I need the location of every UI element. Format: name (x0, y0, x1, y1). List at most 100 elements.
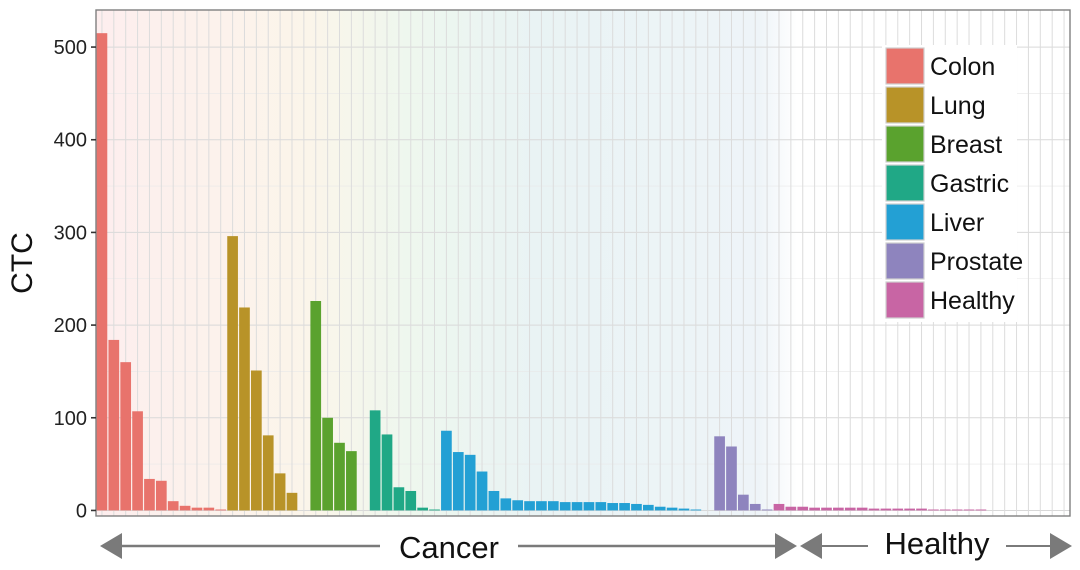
bar-healthy (964, 510, 975, 511)
legend-swatch (886, 126, 924, 162)
bar-liver (619, 503, 630, 510)
bar-healthy (774, 504, 785, 510)
bar-healthy (928, 510, 939, 511)
bar-prostate (726, 446, 737, 510)
y-tick-label: 0 (76, 500, 87, 522)
bar-gastric (382, 434, 393, 510)
bar-colon (204, 508, 215, 511)
bar-healthy (916, 509, 927, 511)
healthy-arrow-right-head (1050, 533, 1072, 559)
cancer-label: Cancer (399, 530, 499, 565)
bar-liver (691, 510, 702, 511)
bar-liver (631, 504, 642, 510)
bar-lung (263, 435, 274, 510)
bar-healthy (809, 508, 820, 511)
y-tick-label: 400 (54, 130, 87, 152)
bar-liver (655, 507, 666, 511)
legend-swatch (886, 282, 924, 318)
y-tick-label: 300 (54, 222, 87, 244)
bar-liver (595, 502, 606, 510)
bar-healthy (869, 509, 880, 511)
bar-liver (679, 509, 690, 511)
bar-healthy (845, 508, 856, 511)
bar-liver (500, 498, 511, 510)
y-tick-label: 100 (54, 408, 87, 430)
bar-healthy (940, 510, 951, 511)
bar-liver (667, 508, 678, 511)
bar-colon (156, 481, 167, 511)
bar-liver (489, 491, 500, 510)
bar-prostate (750, 504, 761, 510)
cancer-arrow-left-head (100, 533, 122, 559)
legend-label: Liver (930, 209, 984, 237)
bar-healthy (904, 509, 915, 511)
bar-healthy (881, 509, 892, 511)
bar-healthy (976, 510, 987, 511)
bar-liver (465, 455, 476, 511)
bar-healthy (786, 507, 797, 511)
legend-label: Prostate (930, 248, 1023, 276)
bar-gastric (417, 508, 428, 511)
legend-label: Colon (930, 53, 995, 81)
bar-healthy (821, 508, 832, 511)
legend-swatch (886, 165, 924, 201)
legend-label: Gastric (930, 170, 1009, 198)
bar-colon (180, 506, 191, 511)
bar-liver (584, 502, 595, 510)
bar-liver (560, 502, 571, 510)
bar-liver (524, 501, 535, 510)
bar-colon (108, 340, 119, 511)
legend-label: Breast (930, 131, 1002, 159)
cancer-arrow-right-head (775, 533, 797, 559)
bar-colon (192, 508, 203, 511)
legend-swatch (886, 243, 924, 279)
bar-breast (310, 301, 321, 510)
bar-lung (287, 493, 298, 511)
y-tick-label: 500 (54, 37, 87, 59)
legend-label: Lung (930, 92, 986, 120)
bar-liver (607, 503, 618, 510)
bar-colon (97, 33, 108, 510)
bar-healthy (952, 510, 963, 511)
bar-gastric (405, 491, 416, 510)
bar-gastric (394, 487, 405, 510)
bar-liver (441, 431, 452, 511)
bar-healthy (833, 508, 844, 511)
y-tick-label: 200 (54, 315, 87, 337)
bar-liver (643, 505, 654, 511)
y-axis-title: CTC (6, 232, 39, 294)
bar-liver (512, 500, 523, 510)
bar-lung (227, 236, 238, 510)
bar-prostate (714, 436, 725, 510)
legend-label: Healthy (930, 287, 1015, 315)
bar-liver (548, 501, 559, 510)
bar-colon (120, 362, 131, 510)
bar-liver (572, 502, 583, 510)
bar-lung (251, 371, 262, 511)
bar-lung (275, 473, 286, 510)
bar-colon (132, 411, 143, 510)
bar-healthy (857, 508, 868, 511)
bar-healthy (797, 507, 808, 511)
legend-swatch (886, 48, 924, 84)
bar-breast (322, 418, 333, 511)
bar-prostate (762, 510, 773, 511)
bar-gastric (429, 510, 440, 511)
bar-healthy (892, 509, 903, 511)
bar-lung (239, 307, 250, 510)
bar-liver (536, 501, 547, 510)
bar-gastric (370, 410, 381, 510)
legend-swatch (886, 87, 924, 123)
bar-colon (144, 479, 155, 511)
bar-colon (215, 510, 226, 511)
healthy-label: Healthy (884, 526, 990, 561)
bar-prostate (738, 495, 749, 511)
legend-swatch (886, 204, 924, 240)
bar-colon (168, 501, 179, 510)
bar-breast (334, 443, 345, 511)
healthy-arrow-left-head (800, 533, 822, 559)
bar-liver (477, 472, 488, 511)
bar-liver (453, 452, 464, 510)
